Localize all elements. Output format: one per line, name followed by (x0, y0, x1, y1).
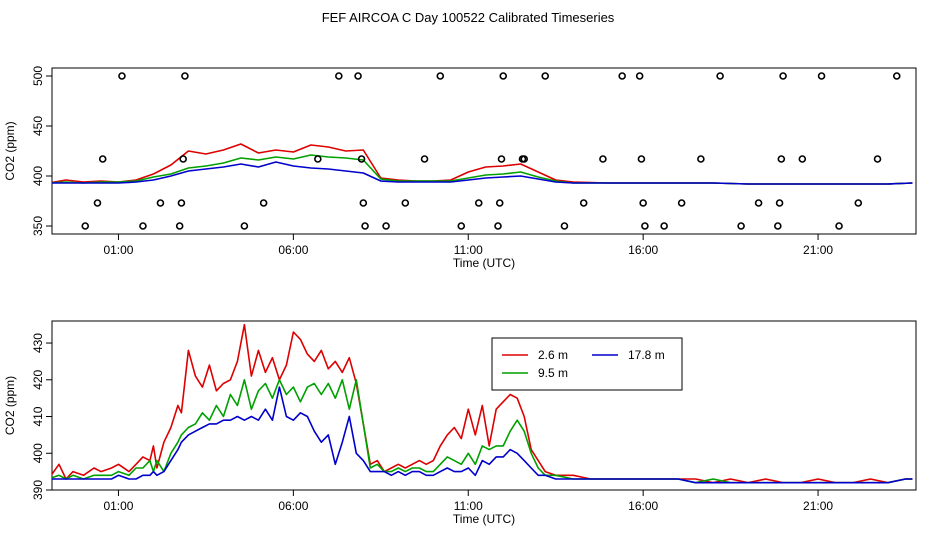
y-tick-label: 500 (31, 66, 45, 86)
plot-frame (51, 67, 917, 235)
legend-label-h26: 2.6 m (538, 348, 568, 362)
calibration-point (474, 199, 483, 207)
data-layer (52, 323, 913, 484)
calibration-point (716, 72, 724, 80)
calibration-point (499, 72, 508, 80)
data-layer (52, 72, 913, 230)
calibration-point (382, 222, 390, 230)
series-line-h95 (52, 379, 913, 484)
calibration-point (497, 155, 506, 163)
calibration-point (436, 72, 445, 80)
legend-label-h178: 17.8 m (628, 348, 665, 362)
calibration-point (579, 199, 588, 207)
calibration-point (737, 222, 745, 230)
series-line-h178 (52, 386, 913, 484)
calibration-point (641, 222, 649, 230)
calibration-point (635, 72, 644, 80)
calibration-point (835, 222, 843, 230)
legend-box (491, 337, 683, 391)
calibration-point (93, 199, 102, 207)
x-tick-label: 01:00 (103, 499, 133, 513)
y-tick-label: 410 (31, 406, 45, 426)
calibration-point (259, 199, 268, 207)
calibration-point (81, 222, 90, 230)
calibration-point (156, 199, 165, 207)
calibration-point (401, 199, 410, 207)
calibration-point (359, 199, 368, 207)
y-tick-label: 400 (31, 443, 45, 463)
calibration-point (775, 199, 784, 207)
calibration-point (892, 72, 901, 80)
y-tick-label: 420 (31, 369, 45, 389)
x-tick-label: 11:00 (454, 243, 483, 257)
x-axis-label: Time (UTC) (453, 256, 515, 270)
figure-title: FEF AIRCOA C Day 100522 Calibrated Times… (322, 10, 615, 25)
calibration-point (779, 72, 787, 80)
calibration-point (777, 155, 786, 163)
calibration-point (520, 155, 529, 163)
x-tick-label: 16:00 (628, 499, 658, 513)
series-line-h178 (52, 161, 913, 185)
legend-label-h95: 9.5 m (538, 366, 568, 380)
calibration-point (361, 222, 369, 230)
y-tick-label: 350 (31, 216, 45, 236)
calibration-point (139, 222, 147, 230)
x-tick-label: 11:00 (454, 499, 483, 513)
calibration-point (677, 199, 686, 207)
x-tick-label: 21:00 (803, 499, 833, 513)
y-tick-label: 450 (31, 116, 45, 136)
calibration-point (798, 155, 807, 163)
calibration-point (495, 199, 504, 207)
series-line-h26 (52, 323, 913, 484)
calibration-point (560, 222, 569, 230)
calibration-point (457, 222, 466, 230)
y-tick-label: 400 (31, 166, 45, 186)
calibration-point (541, 72, 550, 80)
y-axis-label: CO2 (ppm) (3, 376, 17, 435)
calibration-point (314, 155, 322, 163)
x-tick-label: 21:00 (803, 243, 833, 257)
calibration-point (697, 155, 705, 163)
y-axis-label: CO2 (ppm) (3, 121, 17, 180)
calibration-point (599, 155, 607, 163)
legend: 2.6 m 9.5 m 17.8 m (491, 337, 683, 391)
calibration-point (98, 155, 107, 163)
calibration-point (774, 222, 782, 230)
calibration-point (660, 222, 668, 230)
calibration-point (181, 72, 189, 80)
calibration-point (240, 222, 249, 230)
x-tick-label: 16:00 (628, 243, 658, 257)
calibration-point (618, 72, 626, 80)
calibration-point (754, 199, 763, 207)
calibration-point (357, 155, 366, 163)
calibration-point (354, 72, 362, 80)
calibration-point (420, 155, 429, 163)
calibration-point (873, 155, 882, 163)
calibration-point (175, 222, 184, 230)
y-tick-label: 390 (31, 480, 45, 500)
x-tick-label: 06:00 (278, 499, 308, 513)
x-tick-label: 01:00 (103, 243, 133, 257)
x-tick-label: 06:00 (278, 243, 308, 257)
calibration-point (637, 155, 646, 163)
calibration-point (639, 199, 647, 207)
calibration-point (179, 155, 187, 163)
top-panel-calibrated: 01:00 06:00 11:00 16:00 21:00 350 400 450 500 Tim… (3, 66, 917, 270)
calibration-point (817, 72, 826, 80)
calibration-point (335, 72, 343, 80)
x-axis-label: Time (UTC) (453, 512, 515, 526)
plot-frame (51, 320, 917, 491)
calibration-point (494, 222, 502, 230)
calibration-point (177, 199, 186, 207)
calibration-point (854, 199, 863, 207)
bottom-panel-heights: 01:00 06:00 11:00 16:00 21:00 390 400 410 420 430… (3, 320, 917, 526)
calibration-point (118, 72, 126, 80)
y-tick-label: 430 (31, 333, 45, 353)
